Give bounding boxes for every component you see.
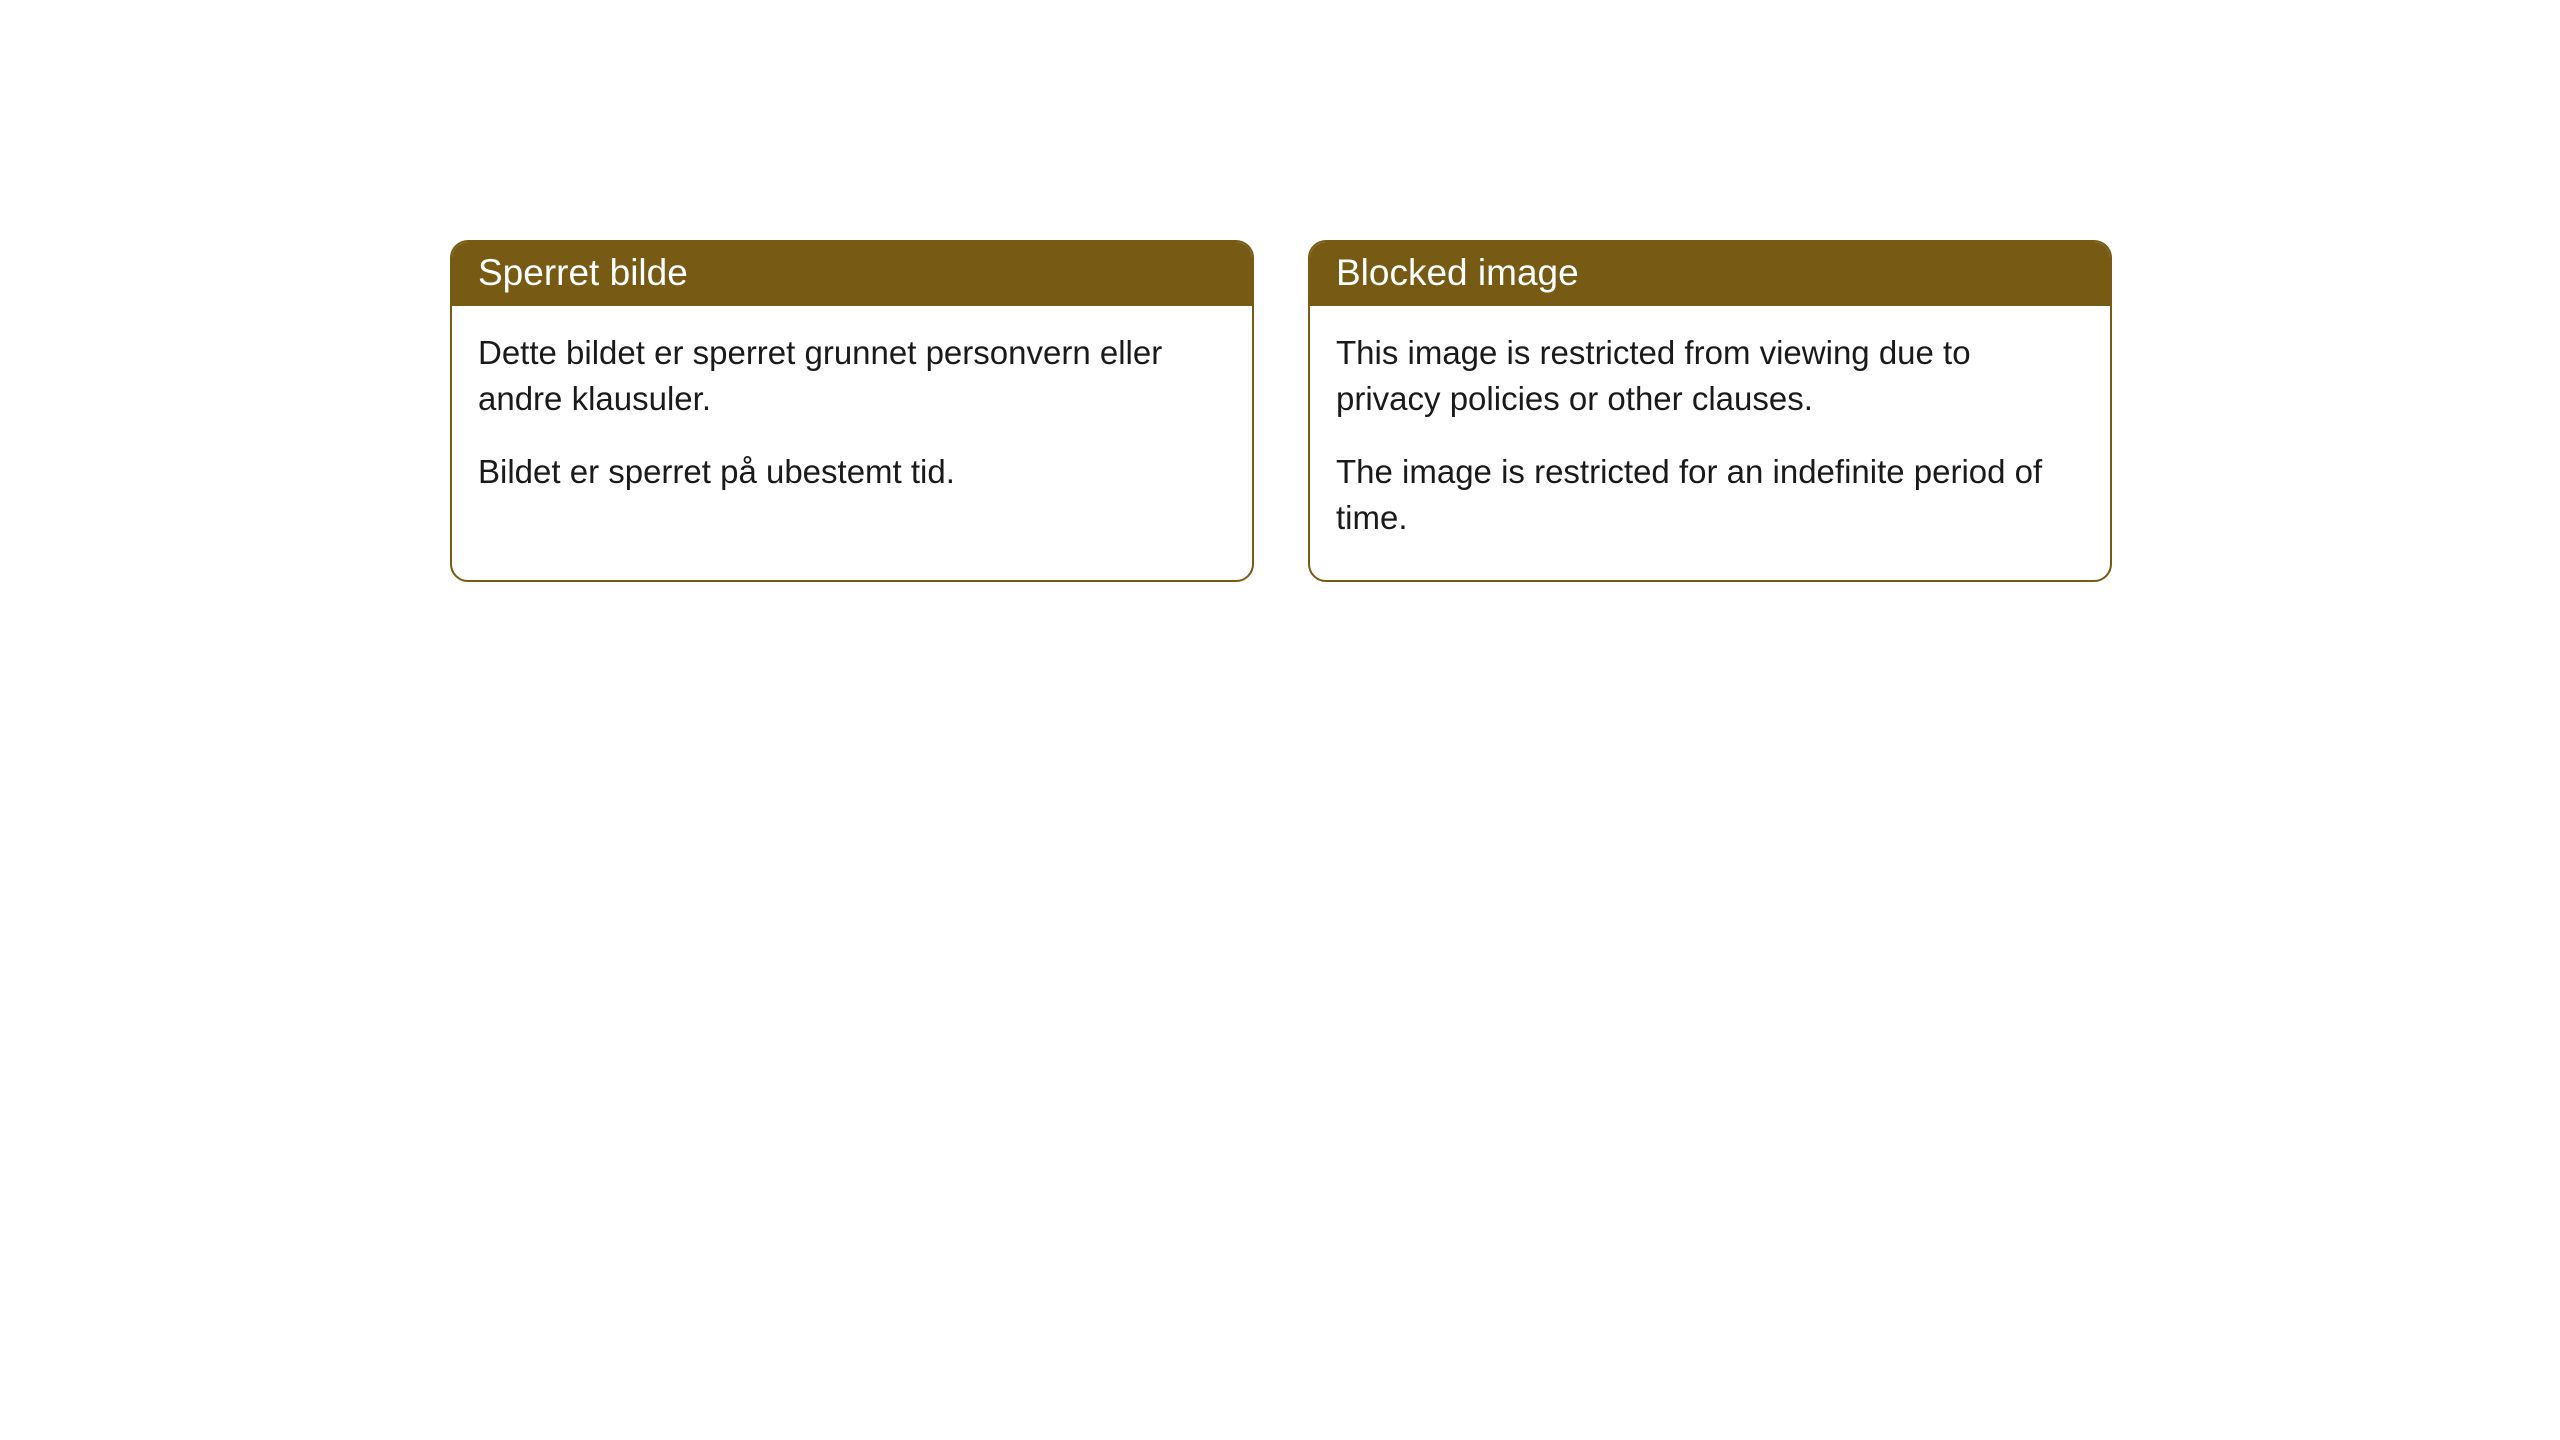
card-body-no: Dette bildet er sperret grunnet personve… — [452, 306, 1252, 535]
card-text-en-1: This image is restricted from viewing du… — [1336, 330, 2084, 421]
notice-container: Sperret bilde Dette bildet er sperret gr… — [0, 0, 2560, 582]
blocked-image-card-no: Sperret bilde Dette bildet er sperret gr… — [450, 240, 1254, 582]
blocked-image-card-en: Blocked image This image is restricted f… — [1308, 240, 2112, 582]
card-body-en: This image is restricted from viewing du… — [1310, 306, 2110, 580]
card-header-en: Blocked image — [1310, 242, 2110, 306]
card-text-no-1: Dette bildet er sperret grunnet personve… — [478, 330, 1226, 421]
card-text-no-2: Bildet er sperret på ubestemt tid. — [478, 449, 1226, 495]
card-text-en-2: The image is restricted for an indefinit… — [1336, 449, 2084, 540]
card-header-no: Sperret bilde — [452, 242, 1252, 306]
